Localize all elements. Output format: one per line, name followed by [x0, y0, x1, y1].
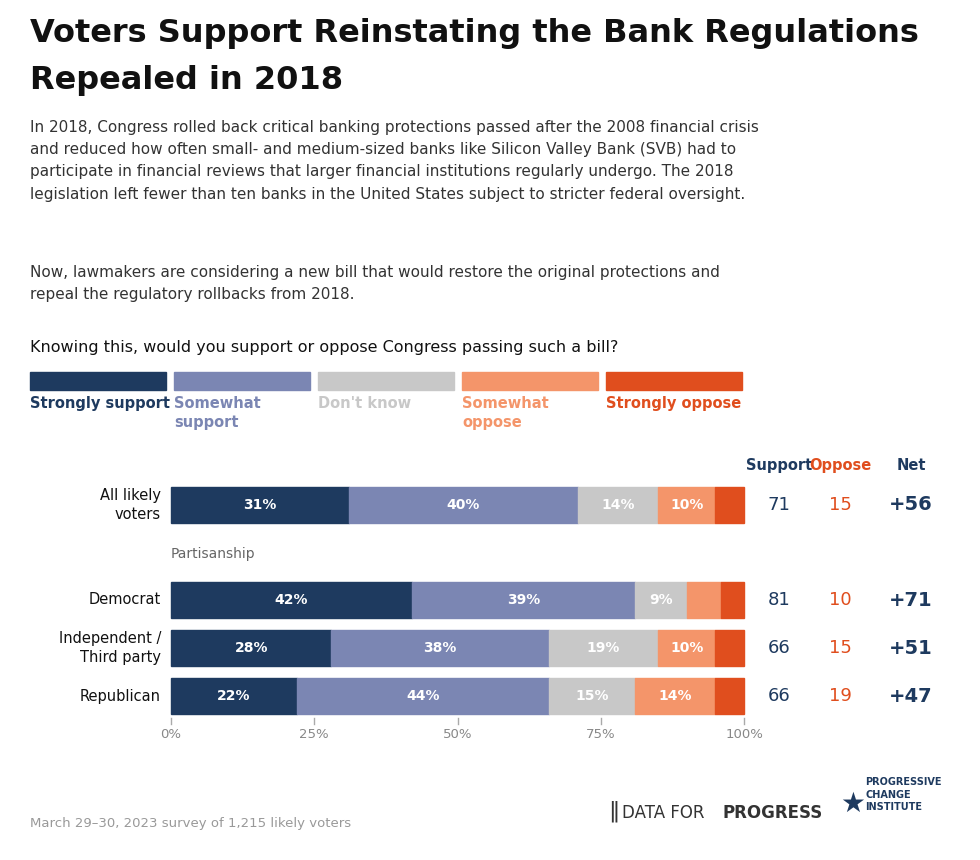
Text: +56: +56 — [889, 495, 933, 514]
Text: 19%: 19% — [587, 641, 620, 655]
Text: 38%: 38% — [423, 641, 457, 655]
Bar — [635, 582, 687, 618]
Text: ★: ★ — [840, 790, 865, 818]
Bar — [635, 678, 715, 714]
Text: Strongly oppose: Strongly oppose — [606, 396, 741, 411]
Text: 50%: 50% — [443, 728, 472, 741]
Text: 15: 15 — [828, 639, 852, 657]
Bar — [549, 678, 635, 714]
Bar — [412, 582, 635, 618]
Text: Strongly support: Strongly support — [30, 396, 170, 411]
Bar — [349, 487, 578, 523]
Text: In 2018, Congress rolled back critical banking protections passed after the 2008: In 2018, Congress rolled back critical b… — [30, 120, 759, 201]
Text: +71: +71 — [889, 591, 933, 610]
Text: 25%: 25% — [300, 728, 329, 741]
Bar — [658, 487, 715, 523]
Text: 22%: 22% — [218, 689, 251, 703]
Text: 42%: 42% — [274, 593, 308, 607]
Bar — [462, 372, 598, 390]
Text: +51: +51 — [889, 638, 933, 658]
Text: Knowing this, would you support or oppose Congress passing such a bill?: Knowing this, would you support or oppos… — [30, 340, 618, 355]
Text: +47: +47 — [889, 686, 933, 705]
Bar — [318, 372, 454, 390]
Bar — [658, 630, 715, 666]
Bar — [721, 582, 744, 618]
Text: 100%: 100% — [725, 728, 763, 741]
Text: Voters Support Reinstating the Bank Regulations: Voters Support Reinstating the Bank Regu… — [30, 18, 919, 49]
Text: Partisanship: Partisanship — [171, 547, 256, 561]
Text: Independent /
Third party: Independent / Third party — [59, 631, 161, 665]
Text: 75%: 75% — [586, 728, 615, 741]
Text: 39%: 39% — [507, 593, 540, 607]
Text: 31%: 31% — [243, 498, 276, 512]
Text: 66: 66 — [767, 687, 791, 705]
Text: Don't know: Don't know — [318, 396, 412, 411]
Text: 44%: 44% — [407, 689, 440, 703]
Text: Somewhat
support: Somewhat support — [174, 396, 261, 430]
Text: Support: Support — [746, 458, 812, 473]
Text: DATA FOR: DATA FOR — [622, 804, 710, 822]
Bar — [297, 678, 549, 714]
Bar — [606, 372, 742, 390]
Text: 71: 71 — [767, 496, 791, 514]
Text: 10%: 10% — [670, 641, 704, 655]
Text: 10%: 10% — [670, 498, 704, 512]
Text: Oppose: Oppose — [808, 458, 871, 473]
Text: PROGRESS: PROGRESS — [722, 804, 822, 822]
Text: 15%: 15% — [575, 689, 609, 703]
Bar — [171, 487, 349, 523]
Text: 66: 66 — [767, 639, 791, 657]
Text: Net: Net — [897, 458, 926, 473]
Text: 81: 81 — [767, 591, 791, 609]
Text: All likely
voters: All likely voters — [100, 488, 161, 522]
Text: 28%: 28% — [234, 641, 268, 655]
Text: Somewhat
oppose: Somewhat oppose — [462, 396, 549, 430]
Text: 10: 10 — [829, 591, 852, 609]
Text: 9%: 9% — [649, 593, 672, 607]
Bar — [171, 582, 412, 618]
Text: 40%: 40% — [447, 498, 480, 512]
Text: Now, lawmakers are considering a new bill that would restore the original protec: Now, lawmakers are considering a new bil… — [30, 265, 720, 302]
Text: Democrat: Democrat — [89, 593, 161, 607]
Text: 14%: 14% — [601, 498, 635, 512]
Bar — [174, 372, 310, 390]
Bar — [331, 630, 549, 666]
Bar — [30, 372, 166, 390]
Bar — [578, 487, 658, 523]
Bar — [715, 487, 744, 523]
Bar — [715, 678, 744, 714]
Text: 19: 19 — [828, 687, 852, 705]
Text: ‖: ‖ — [608, 801, 619, 822]
Text: 15: 15 — [828, 496, 852, 514]
Text: March 29–30, 2023 survey of 1,215 likely voters: March 29–30, 2023 survey of 1,215 likely… — [30, 817, 351, 830]
Bar — [171, 678, 297, 714]
Text: PROGRESSIVE
CHANGE
INSTITUTE: PROGRESSIVE CHANGE INSTITUTE — [865, 777, 942, 812]
Text: 14%: 14% — [659, 689, 692, 703]
Bar — [171, 630, 331, 666]
Text: 0%: 0% — [161, 728, 181, 741]
Text: Repealed in 2018: Repealed in 2018 — [30, 65, 343, 96]
Bar — [687, 582, 721, 618]
Bar — [715, 630, 744, 666]
Text: Republican: Republican — [80, 689, 161, 703]
Bar — [549, 630, 658, 666]
